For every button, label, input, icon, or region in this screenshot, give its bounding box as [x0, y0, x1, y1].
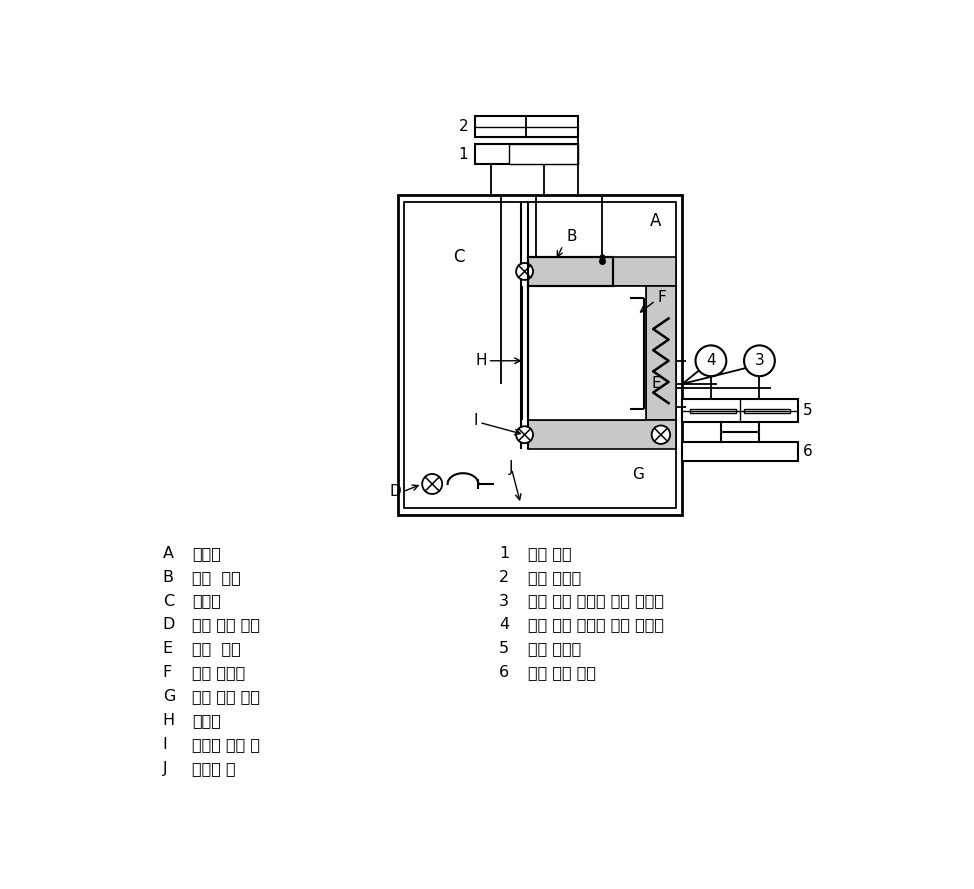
Text: B: B — [567, 228, 578, 244]
Bar — [529, 286, 646, 420]
Circle shape — [516, 426, 533, 444]
Circle shape — [695, 346, 727, 376]
Bar — [397, 196, 683, 515]
Text: E: E — [652, 376, 661, 391]
Text: 5: 5 — [500, 641, 509, 656]
Text: 1: 1 — [500, 546, 509, 561]
Text: 6: 6 — [500, 665, 509, 680]
Text: 냉풍 취출 장치: 냉풍 취출 장치 — [192, 617, 260, 632]
Text: I: I — [474, 413, 478, 428]
Text: C: C — [163, 594, 173, 608]
Bar — [529, 257, 614, 286]
Text: 칸막이 벽: 칸막이 벽 — [192, 761, 236, 775]
Text: 4: 4 — [706, 353, 716, 368]
Text: C: C — [453, 248, 465, 266]
Text: F: F — [657, 290, 666, 305]
Text: 가열 교반 장치용 전력 측정기: 가열 교반 장치용 전력 측정기 — [529, 594, 664, 608]
Bar — [529, 257, 614, 286]
Bar — [529, 420, 676, 449]
Bar — [474, 116, 579, 138]
Text: 전원 안정 장치: 전원 안정 장치 — [529, 665, 596, 680]
Text: 기준 점검: 기준 점검 — [529, 546, 572, 561]
Bar — [646, 286, 676, 420]
Text: E: E — [163, 641, 172, 656]
Text: 3: 3 — [500, 594, 509, 608]
Text: F: F — [163, 665, 172, 680]
Text: H: H — [475, 353, 487, 368]
Text: A: A — [163, 546, 173, 561]
Bar — [683, 442, 798, 461]
Text: D: D — [163, 617, 175, 632]
Text: 온도 측정기: 온도 측정기 — [529, 570, 581, 585]
Text: 5: 5 — [803, 404, 812, 419]
Text: A: A — [650, 212, 661, 229]
Text: J: J — [163, 761, 168, 775]
Text: 저온실: 저온실 — [192, 594, 221, 608]
Text: H: H — [163, 713, 174, 728]
Text: I: I — [163, 737, 168, 752]
Text: 기류 교반 장치: 기류 교반 장치 — [192, 689, 260, 704]
Bar — [683, 399, 798, 422]
Text: 6: 6 — [803, 444, 812, 459]
Bar — [404, 202, 676, 508]
Text: 항온실: 항온실 — [192, 546, 221, 561]
Circle shape — [516, 263, 533, 280]
Text: 1: 1 — [459, 147, 468, 162]
Bar — [474, 144, 579, 164]
Text: 전력 조정기: 전력 조정기 — [529, 641, 581, 656]
Text: 시험체: 시험체 — [192, 713, 221, 728]
Text: 가열  상자: 가열 상자 — [192, 570, 241, 585]
Text: 시험체 부착 틀: 시험체 부착 틀 — [192, 737, 260, 752]
Text: D: D — [390, 485, 401, 500]
Text: B: B — [163, 570, 173, 585]
Text: 가류 교반 장치용 전력 측정기: 가류 교반 장치용 전력 측정기 — [529, 617, 664, 632]
Text: 2: 2 — [459, 119, 468, 134]
Text: 4: 4 — [500, 617, 509, 632]
Circle shape — [422, 474, 442, 494]
Text: G: G — [163, 689, 175, 704]
Bar — [744, 409, 790, 413]
Text: 가열  장치: 가열 장치 — [192, 641, 241, 656]
Text: 복사 차단판: 복사 차단판 — [192, 665, 245, 680]
Circle shape — [652, 426, 670, 444]
Bar — [691, 409, 736, 413]
Bar — [529, 257, 676, 286]
Text: G: G — [632, 468, 644, 482]
Bar — [509, 144, 579, 164]
Text: J: J — [509, 460, 513, 475]
Circle shape — [744, 346, 775, 376]
Text: 2: 2 — [500, 570, 509, 585]
Text: 3: 3 — [755, 353, 765, 368]
